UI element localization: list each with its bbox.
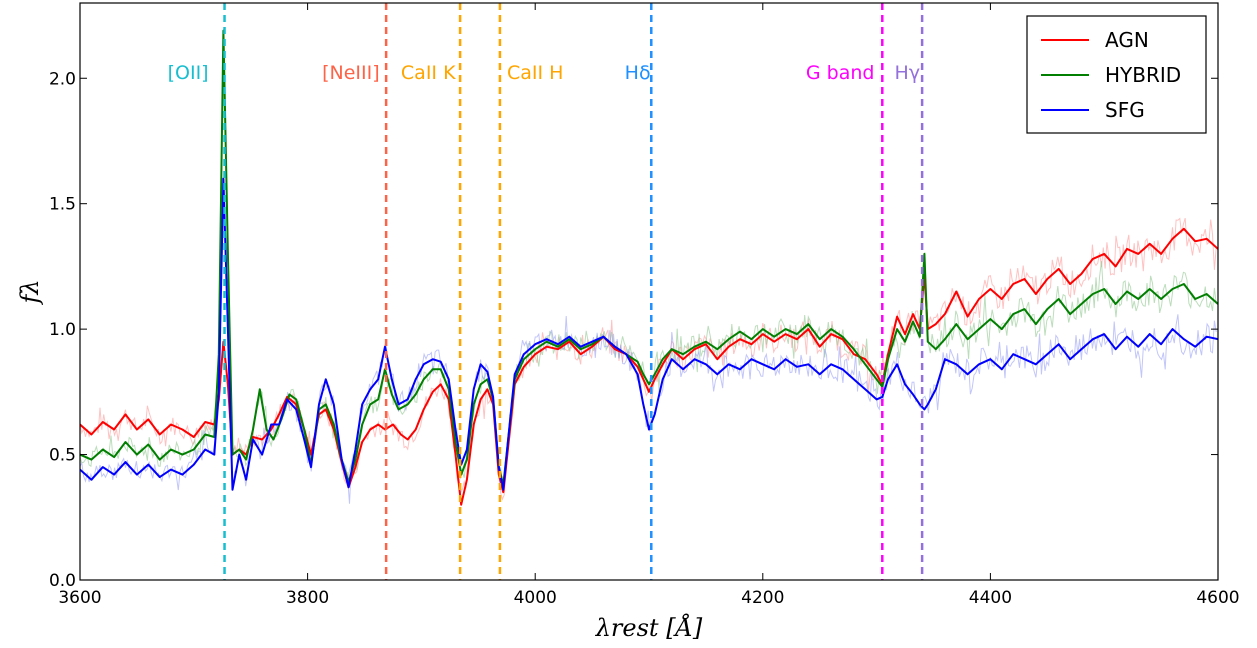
vline-label: CaII K: [401, 62, 456, 84]
vline-label: Hγ: [895, 62, 921, 84]
vline-layer: [OII] [NeIII] CaII K CaII H Hδ G band Hγ: [168, 3, 924, 580]
y-tick-label: 1.5: [49, 195, 76, 215]
vline-label: CaII H: [507, 62, 563, 84]
series-layer: [80, 29, 1218, 506]
raw-spectrum-sfg: [80, 193, 1217, 504]
x-axis-label: λrest [Å]: [595, 613, 703, 642]
ticks-layer: 3600 3800 4000 4200 4400 4600 0.0 0.5 1.0 1.5 2.0: [49, 3, 1240, 608]
vline-label: [NeIII]: [322, 62, 380, 84]
legend-label-agn: AGN: [1105, 28, 1149, 52]
series-line-hybrid: [80, 29, 1218, 486]
x-tick-label: 4600: [1196, 588, 1239, 608]
x-tick-label: 4200: [741, 588, 784, 608]
legend-label-sfg: SFG: [1105, 98, 1145, 122]
y-axis-label: fλ: [16, 279, 44, 305]
x-tick-label: 4400: [969, 588, 1012, 608]
y-tick-label: 0.5: [49, 446, 76, 466]
y-tick-label: 2.0: [49, 69, 76, 89]
vline-label: G band: [806, 62, 875, 84]
legend: AGN HYBRID SFG: [1026, 15, 1207, 134]
x-tick-label: 3800: [286, 588, 329, 608]
series-line-sfg: [80, 177, 1218, 491]
y-tick-label: 1.0: [49, 320, 76, 340]
legend-label-hybrid: HYBRID: [1105, 63, 1181, 87]
x-tick-label: 4000: [514, 588, 557, 608]
y-tick-label: 0.0: [49, 571, 76, 591]
vline-label: Hδ: [625, 62, 651, 84]
plot-frame: [79, 2, 1219, 581]
x-tick-label: 3600: [58, 588, 101, 608]
noise-layer: [80, 45, 1217, 504]
series-line-agn: [80, 227, 1218, 506]
vline-label: [OII]: [168, 62, 209, 84]
